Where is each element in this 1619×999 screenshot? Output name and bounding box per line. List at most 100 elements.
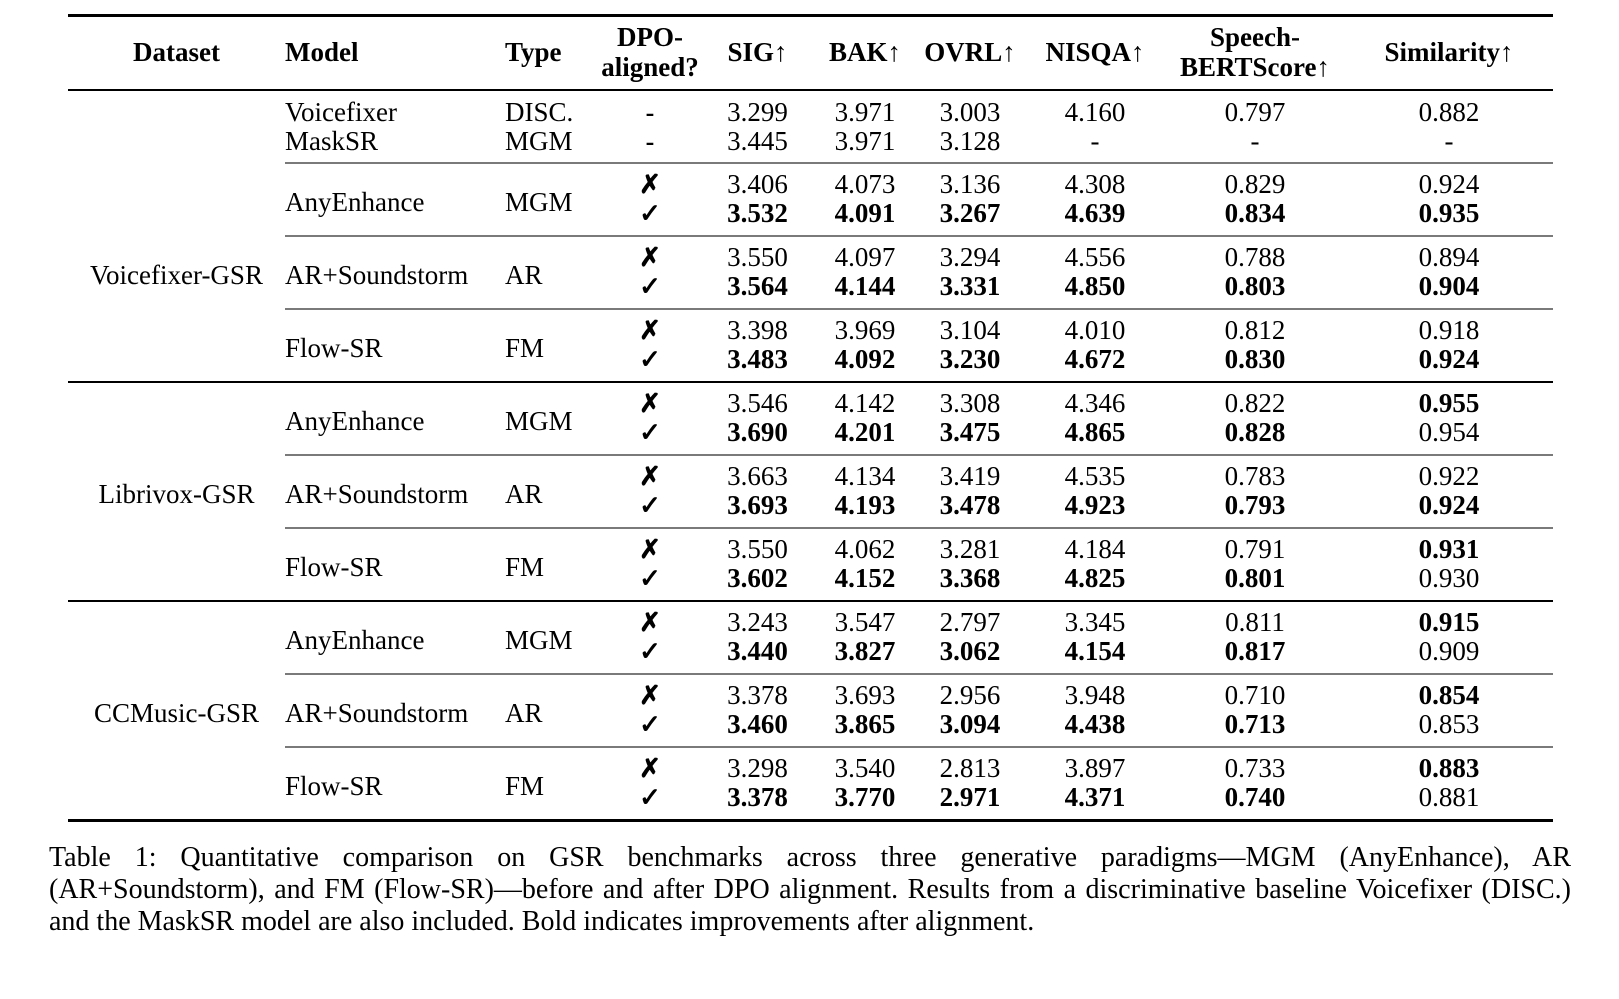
metric-value: 0.924 [1345,162,1553,199]
metric-value: 3.865 [834,709,896,739]
cross-mark: ✗ [600,600,700,637]
type-cell: FM [505,746,600,821]
metric-value: 3.378 [727,782,788,812]
metric-value: 4.062 [815,527,915,564]
metric-value: 0.853 [1418,709,1480,739]
table-caption: Table 1: Quantitative comparison on GSR … [49,842,1571,937]
model-row-not-aligned: AR+Soundstorm AR ✗ 3.378 3.693 2.956 3.948 0.71… [68,673,1553,747]
type-cell: AR [505,235,600,309]
check-mark: ✓ [639,710,661,739]
results-table-container: Dataset Model Type DPO-aligned? SIG↑ BAK… [68,14,1553,822]
dataset-cell: CCMusic-GSR [68,600,285,821]
metric-value: 0.829 [1165,162,1345,199]
check-mark: ✓ [639,783,661,812]
model-row-not-aligned: Flow-SR FM ✗ 3.298 3.540 2.813 3.897 0.733 0.883 [68,746,1553,821]
metric-value: 0.710 [1165,673,1345,710]
metric-value: 0.922 [1345,454,1553,491]
type-cell: FM [505,308,600,382]
check-mark: ✓ [639,272,661,301]
metric-value: 4.825 [1064,563,1126,593]
metric-value: 2.956 [915,673,1025,710]
metric-value: 3.969 [815,308,915,345]
metric-value: 3.419 [915,454,1025,491]
model-row-not-aligned: Voicefixer-GSR AnyEnhance MGM ✗ 3.406 4.073 3.… [68,162,1553,289]
metric-value: 3.540 [815,746,915,783]
model-row-aligned: ✓ 3.460 3.865 3.094 4.438 0.713 0.853 [68,710,1553,747]
model-row-aligned: ✓ 3.532 4.091 3.267 4.639 0.834 0.935 [68,199,1553,236]
col-header-speechbertscore: Speech- BERTScore↑ [1165,15,1345,91]
metric-value: 4.865 [1064,417,1126,447]
type-cell: AR [505,673,600,747]
type-cell: DISC. [505,97,574,127]
metric-value: 4.144 [834,271,896,301]
metric-value: 3.971 [834,97,896,127]
model-cell: MaskSR [285,126,379,156]
metric-value: 3.406 [700,162,815,199]
metric-value: 3.550 [700,235,815,272]
col-header-nisqa: NISQA↑ [1025,15,1165,91]
metric-value: 4.850 [1064,271,1126,301]
metric-value: 0.924 [1418,344,1480,374]
model-row-not-aligned: CCMusic-GSR AnyEnhance MGM ✗ 3.243 3.547 2.797… [68,600,1553,821]
dataset-cell: Librivox-GSR [68,381,285,601]
metric-value: 3.460 [727,709,788,739]
metric-value: 3.948 [1025,673,1165,710]
col-header-dpo-aligned: DPO-aligned? [600,15,700,91]
metric-value: 3.550 [700,527,815,564]
metric-value: 3.230 [939,344,1001,374]
metric-value: 3.298 [700,746,815,783]
metric-value: 0.915 [1345,600,1553,637]
metric-value: 2.971 [939,782,1001,812]
model-row-not-aligned: Flow-SR FM ✗ 3.550 4.062 3.281 4.184 0.791 0.931 [68,527,1553,601]
metric-value: 4.073 [815,162,915,199]
metric-value: 4.639 [1064,198,1126,228]
metric-value: 3.267 [939,198,1001,228]
metric-value: 0.909 [1418,636,1480,666]
metric-value: 4.184 [1025,527,1165,564]
metric-value: 0.812 [1165,308,1345,345]
model-cell: Voicefixer [285,97,397,127]
metric-value: 3.281 [915,527,1025,564]
metric-value: 4.308 [1025,162,1165,199]
metric-value: - [1444,126,1454,156]
metric-value: 4.134 [815,454,915,491]
check-mark: ✓ [639,345,661,374]
col-header-bak: BAK↑ [815,15,915,91]
type-cell: FM [505,527,600,601]
metric-value: 0.793 [1224,490,1286,520]
metric-value: 4.556 [1025,235,1165,272]
metric-value: 0.828 [1224,417,1286,447]
metric-value: 0.783 [1165,454,1345,491]
metric-value: 3.546 [700,381,815,418]
metric-value: 3.547 [815,600,915,637]
metric-value: 2.813 [915,746,1025,783]
metric-value: 0.797 [1224,97,1286,127]
model-row-not-aligned: AR+Soundstorm AR ✗ 3.550 4.097 3.294 4.556 0.78… [68,235,1553,309]
model-cell: AR+Soundstorm [285,235,505,309]
metric-value: 0.924 [1418,490,1480,520]
metric-value: 3.483 [727,344,788,374]
metric-value: 4.923 [1064,490,1126,520]
dataset-cell-empty [68,127,285,163]
metric-value: 3.128 [939,126,1001,156]
check-mark: ✓ [639,637,661,666]
model-row-not-aligned: Librivox-GSR AnyEnhance MGM ✗ 3.546 4.142 3.30… [68,381,1553,601]
dpo-header-line1: DPO- [617,22,683,52]
model-row-not-aligned: AR+Soundstorm AR ✗ 3.663 4.134 3.419 4.535 0.78… [68,454,1553,528]
model-cell: Flow-SR [285,527,505,601]
model-row-not-aligned: Flow-SR FM ✗ 3.398 3.969 3.104 4.010 0.812 0.918 [68,308,1553,382]
metric-value: 0.788 [1165,235,1345,272]
metric-value: 4.010 [1025,308,1165,345]
metric-value: 4.092 [834,344,896,374]
metric-value: 0.904 [1418,271,1480,301]
metric-value: 3.299 [727,97,788,127]
type-cell: AR [505,454,600,528]
metric-value: 0.930 [1418,563,1480,593]
dataset-cell: Voicefixer-GSR [90,259,263,290]
metric-value: 0.740 [1224,782,1286,812]
baseline-row: Voicefixer DISC. - 3.299 3.971 3.003 4.160 0.79… [68,90,1553,128]
metric-value: 3.475 [939,417,1001,447]
model-cell: AnyEnhance [285,381,505,455]
cross-mark: ✗ [600,162,700,199]
